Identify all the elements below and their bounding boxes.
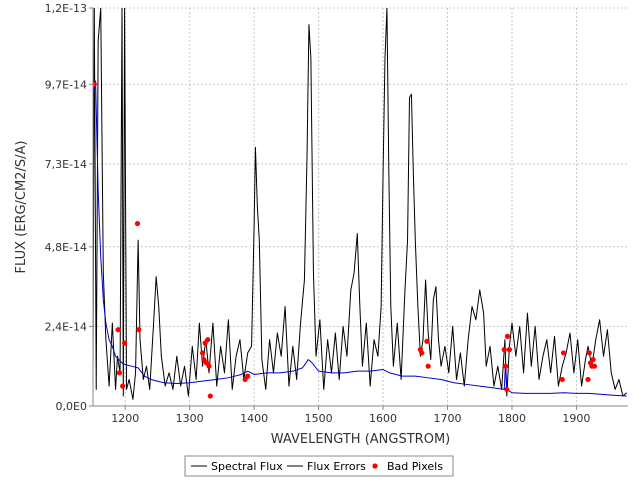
- bad-pixel-point: [115, 327, 121, 333]
- x-tick-label: 1500: [305, 412, 333, 425]
- y-axis-title: FLUX (ERG/CM2/S/A): [14, 141, 29, 274]
- bad-pixel-point: [590, 356, 596, 363]
- bad-pixel-point: [205, 337, 211, 343]
- x-tick-label: 1300: [176, 412, 204, 425]
- bad-pixel-point: [591, 363, 598, 369]
- bad-pixel-point: [502, 363, 509, 369]
- bad-pixel-point: [585, 376, 591, 383]
- bad-pixel-point: [504, 386, 510, 393]
- bad-pixel-point: [586, 350, 592, 356]
- y-tick-label: 4,8E-14: [45, 241, 87, 254]
- bad-pixel-point: [121, 340, 128, 346]
- y-tick-label: 0,0E0: [56, 400, 87, 413]
- bad-pixel-point: [93, 81, 97, 87]
- legend-dot-swatch: [372, 463, 378, 469]
- x-axis-title: WAVELENGTH (ANGSTROM): [271, 432, 450, 447]
- plot-area: [93, 8, 628, 406]
- legend: Spectral Flux Flux Errors Bad Pixels: [184, 455, 454, 477]
- legend-box: [184, 455, 454, 477]
- y-tick-label: 2,4E-14: [45, 320, 87, 333]
- grid-lines: [93, 7, 628, 406]
- bad-pixel-point: [206, 363, 212, 369]
- x-tick-label: 1200: [111, 412, 139, 425]
- x-tick-label: 1800: [498, 412, 526, 425]
- bad-pixel-point: [245, 373, 251, 379]
- y-tick-label: 9,7E-14: [45, 78, 87, 91]
- x-axis-ticks: 1200 1300 1400 1500 1600 1700 1800 1900: [111, 406, 590, 425]
- legend-label: Flux Errors: [307, 460, 366, 473]
- bad-pixel-point: [199, 350, 206, 356]
- bad-pixel-point: [559, 376, 565, 383]
- y-tick-label: 1,2E-13: [45, 2, 87, 15]
- legend-label: Bad Pixels: [387, 460, 443, 473]
- bad-pixel-point: [134, 220, 141, 227]
- x-tick-label: 1700: [434, 412, 462, 425]
- bad-pixel-point: [501, 347, 507, 353]
- bad-pixel-point: [424, 338, 430, 344]
- bad-pixel-point: [504, 333, 511, 339]
- data-layer: [93, 8, 628, 400]
- legend-label: Spectral Flux: [211, 460, 283, 473]
- spectral-flux-line: [93, 8, 628, 400]
- bad-pixel-point: [419, 350, 425, 356]
- bad-pixel-point: [120, 383, 126, 389]
- x-tick-label: 1400: [240, 412, 268, 425]
- x-tick-label: 1900: [562, 412, 590, 425]
- y-axis-ticks: 0,0E0 2,4E-14 4,8E-14 7,3E-14 9,7E-14 1,2E-13: [45, 2, 93, 413]
- bad-pixel-point: [506, 347, 512, 353]
- bad-pixel-point: [425, 363, 431, 369]
- bad-pixel-point: [116, 370, 123, 376]
- bad-pixel-point: [560, 350, 567, 356]
- x-tick-label: 1600: [369, 412, 397, 425]
- y-tick-label: 7,3E-14: [45, 158, 87, 171]
- series-group: [93, 8, 628, 400]
- bad-pixel-point: [136, 327, 142, 333]
- bad-pixel-point: [207, 393, 213, 399]
